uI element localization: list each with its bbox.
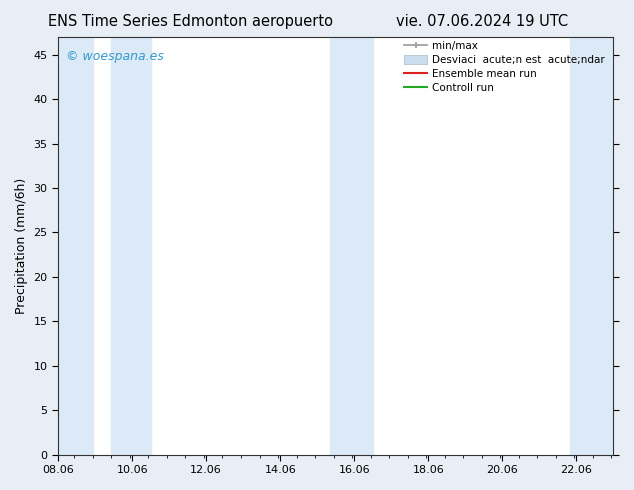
Text: ENS Time Series Edmonton aeropuerto: ENS Time Series Edmonton aeropuerto [48, 14, 333, 29]
Y-axis label: Precipitation (mm/6h): Precipitation (mm/6h) [15, 178, 28, 314]
Bar [58, 37, 93, 455]
Text: vie. 07.06.2024 19 UTC: vie. 07.06.2024 19 UTC [396, 14, 568, 29]
Bar [330, 37, 373, 455]
Bar [112, 37, 151, 455]
Bar [571, 37, 614, 455]
Text: © woespana.es: © woespana.es [67, 49, 164, 63]
Legend: min/max, Desviaci  acute;n est  acute;ndar, Ensemble mean run, Controll run: min/max, Desviaci acute;n est acute;ndar… [401, 38, 608, 96]
